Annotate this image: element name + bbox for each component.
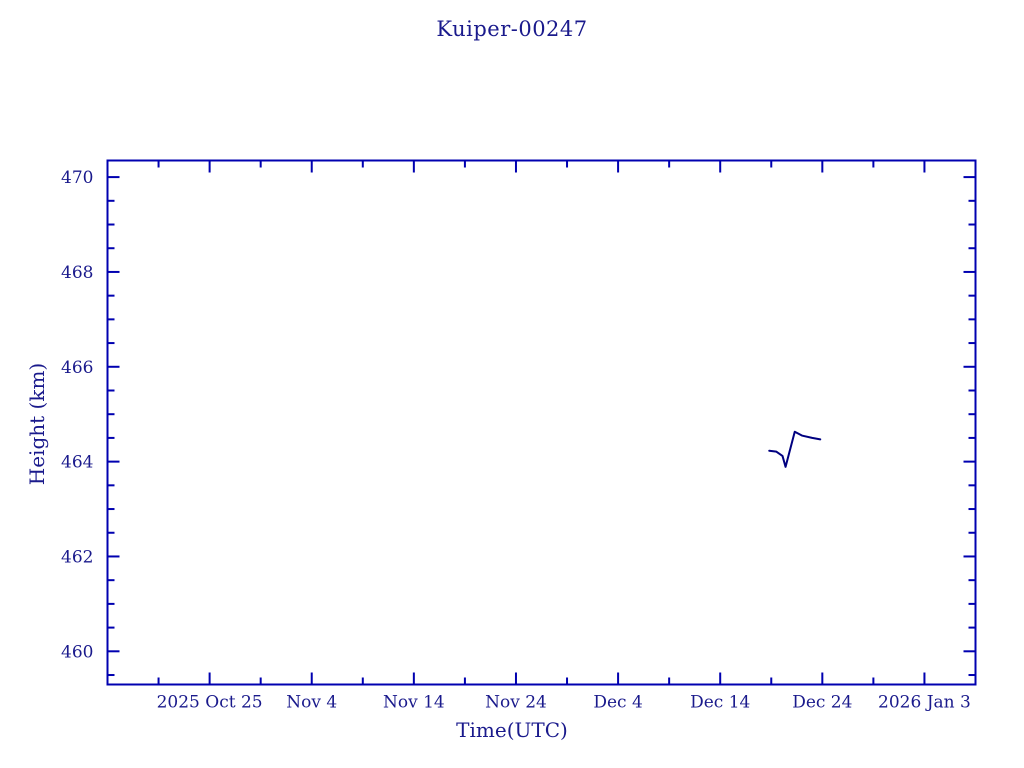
x-tick-label: Nov 14 xyxy=(383,693,445,713)
x-axis-title: Time(UTC) xyxy=(456,718,568,742)
y-axis-ticks xyxy=(107,176,976,677)
x-tick-label: Dec 14 xyxy=(690,693,750,713)
y-axis-title: Height (km) xyxy=(25,362,49,486)
x-tick-labels: 2025 Oct 25 Nov 4 Nov 14 Nov 24 Dec 4 Dec 14 D… xyxy=(157,693,971,713)
data-series-height xyxy=(768,430,822,468)
x-tick-label: Nov 24 xyxy=(485,693,547,713)
y-tick-labels: 460 462 464 466 468 470 xyxy=(61,168,93,662)
y-tick-label: 460 xyxy=(61,642,93,662)
chart-title: Kuiper-00247 xyxy=(436,17,588,41)
axis-frame xyxy=(106,159,977,686)
x-tick-label: Dec 4 xyxy=(593,693,642,713)
x-tick-label: Nov 4 xyxy=(286,693,337,713)
y-tick-label: 470 xyxy=(61,168,93,188)
x-tick-label: Dec 24 xyxy=(792,693,852,713)
y-tick-label: 466 xyxy=(61,358,93,378)
y-tick-label: 464 xyxy=(61,453,93,473)
y-tick-label: 468 xyxy=(61,263,93,283)
series-line xyxy=(768,430,822,468)
x-tick-label: 2025 Oct 25 xyxy=(157,693,263,713)
y-tick-label: 462 xyxy=(61,547,93,567)
x-tick-label: 2026 Jan 3 xyxy=(878,693,971,713)
x-axis-ticks xyxy=(106,160,977,685)
